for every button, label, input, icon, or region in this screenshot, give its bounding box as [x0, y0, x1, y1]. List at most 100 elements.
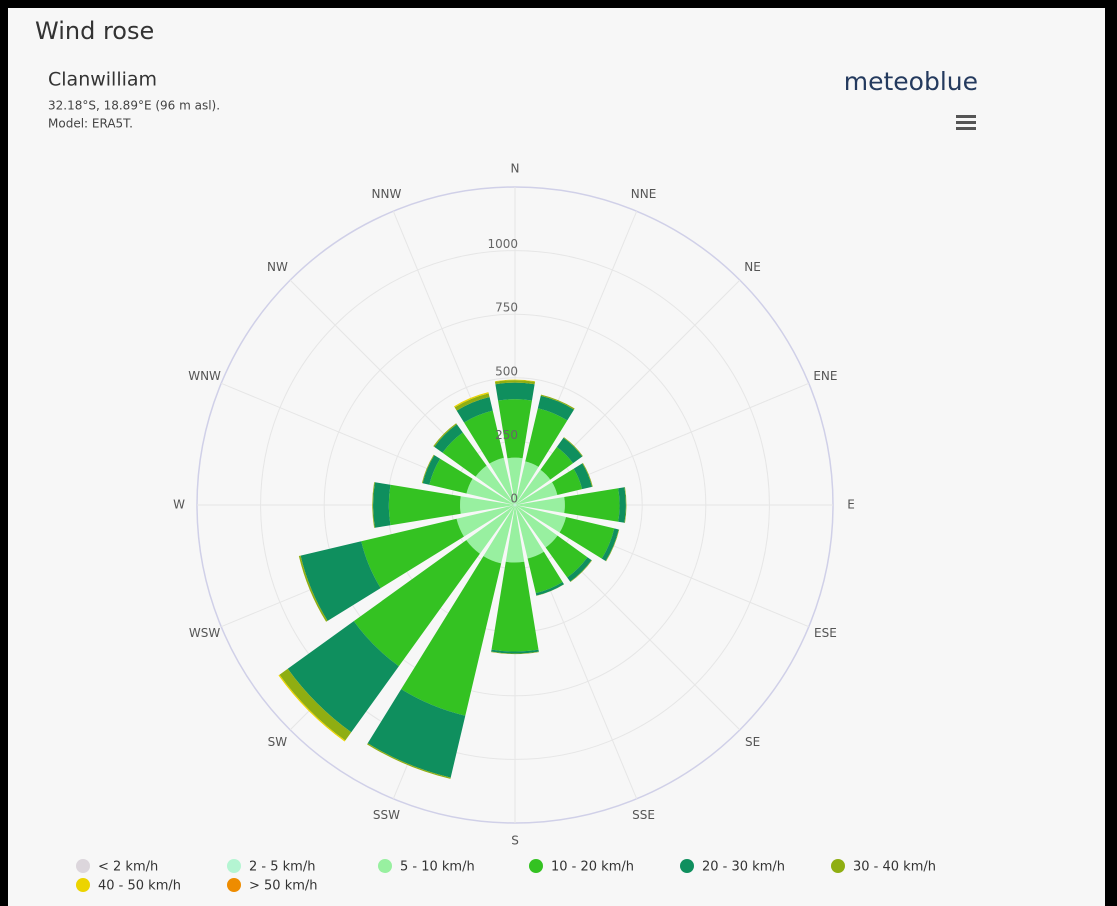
wind-sector [466, 478, 514, 505]
wind-sector [367, 689, 466, 778]
wind-sector [513, 505, 515, 507]
wind-sector [483, 506, 515, 564]
wind-sector [515, 505, 517, 506]
direction-label: NNW [372, 187, 402, 201]
wind-sector [564, 488, 620, 522]
direction-label: N [511, 162, 520, 176]
legend-label: 10 - 20 km/h [551, 860, 634, 875]
wind-sector [556, 437, 583, 464]
legend-swatch [529, 859, 543, 873]
wind-sector [491, 649, 539, 654]
wind-sector [507, 457, 523, 504]
legend-label: 5 - 10 km/h [400, 860, 475, 875]
wind-sector [525, 408, 568, 467]
wind-sector [535, 582, 564, 596]
direction-label: SE [745, 735, 760, 749]
direction-label: S [511, 834, 519, 848]
wind-sector [545, 535, 588, 578]
wind-sector [453, 392, 489, 408]
wind-sector [494, 379, 536, 382]
wind-sector [421, 454, 435, 484]
panel: Wind rose Clanwilliam 32.18°S, 18.89°E (… [8, 8, 1105, 906]
wind-sector [401, 556, 502, 716]
wind-sector [489, 457, 515, 504]
legend-swatch [680, 859, 694, 873]
wind-sector [454, 393, 490, 411]
legend-swatch [76, 859, 90, 873]
direction-label: WNW [188, 369, 221, 383]
wind-sector [353, 540, 480, 667]
wind-sector [515, 504, 517, 505]
legend-swatch [227, 878, 241, 892]
wind-sector [515, 503, 516, 505]
wind-sector [456, 505, 514, 537]
wind-sector [475, 465, 515, 505]
legend-label: 30 - 40 km/h [853, 860, 936, 875]
radial-tick-label: 250 [495, 428, 518, 442]
direction-label: SSW [373, 808, 400, 822]
radial-tick-label: 500 [495, 364, 518, 378]
menu-button[interactable] [956, 115, 976, 130]
wind-sector [456, 397, 493, 423]
wind-sector [559, 517, 615, 559]
direction-label: NW [267, 260, 288, 274]
radial-tick-label: 750 [495, 301, 518, 315]
direction-label: ESE [814, 626, 837, 640]
direction-label: NNE [631, 187, 657, 201]
wind-sector [434, 424, 463, 453]
legend-label: 20 - 30 km/h [702, 860, 785, 875]
direction-label: SW [268, 735, 288, 749]
wind-sector [601, 528, 619, 562]
wind-sector [515, 505, 517, 507]
radial-tick-label: 0 [510, 492, 518, 506]
wind-sector [540, 447, 573, 480]
direction-label: ENE [813, 369, 837, 383]
wind-sector [505, 506, 525, 563]
wind-sector [516, 505, 567, 533]
wind-sector [491, 651, 539, 655]
brand-logo: meteoblue [844, 67, 978, 96]
wind-sector [567, 557, 592, 582]
wind-sector [494, 380, 536, 385]
wind-sector [515, 505, 516, 507]
wind-sector [513, 505, 515, 506]
wind-sector [460, 496, 514, 514]
wind-sector [429, 458, 473, 494]
legend-label: > 50 km/h [249, 879, 318, 894]
wind-sector [433, 423, 457, 447]
wind-sector [624, 487, 627, 523]
wind-sector [515, 505, 558, 548]
wind-sector [514, 503, 515, 505]
wind-sector [372, 482, 375, 528]
wind-sector [563, 437, 583, 457]
direction-label: E [847, 498, 855, 512]
wind-sector [287, 621, 399, 733]
chart: Wind rose Clanwilliam 32.18°S, 18.89°E (… [35, 17, 978, 894]
wind-sector [298, 555, 328, 622]
model-note: Model: ERA5T. [48, 117, 133, 131]
wind-sector [582, 462, 593, 487]
location-note: 32.18°S, 18.89°E (96 m asl). [48, 99, 220, 113]
wind-sector [464, 410, 504, 464]
legend-label: 2 - 5 km/h [249, 860, 315, 875]
direction-label: WSW [189, 626, 220, 640]
location-name: Clanwilliam [48, 69, 157, 91]
wind-sector [540, 394, 575, 410]
wind-sector [498, 399, 532, 459]
legend-swatch [378, 859, 392, 873]
wind-sector [513, 504, 515, 505]
direction-label: NE [744, 260, 761, 274]
wind-sector [514, 505, 515, 507]
wind-sector [422, 455, 441, 485]
direction-label: W [173, 498, 185, 512]
wind-sector [552, 468, 583, 496]
chart-title: Wind rose [35, 17, 154, 45]
wind-sector [388, 484, 461, 526]
legend-label: < 2 km/h [98, 860, 158, 875]
wind-sector [515, 461, 539, 504]
wind-sector [515, 503, 517, 505]
wind-sector [300, 541, 381, 621]
legend-swatch [76, 878, 90, 892]
wind-sector [513, 503, 515, 505]
wind-sector [442, 432, 487, 477]
